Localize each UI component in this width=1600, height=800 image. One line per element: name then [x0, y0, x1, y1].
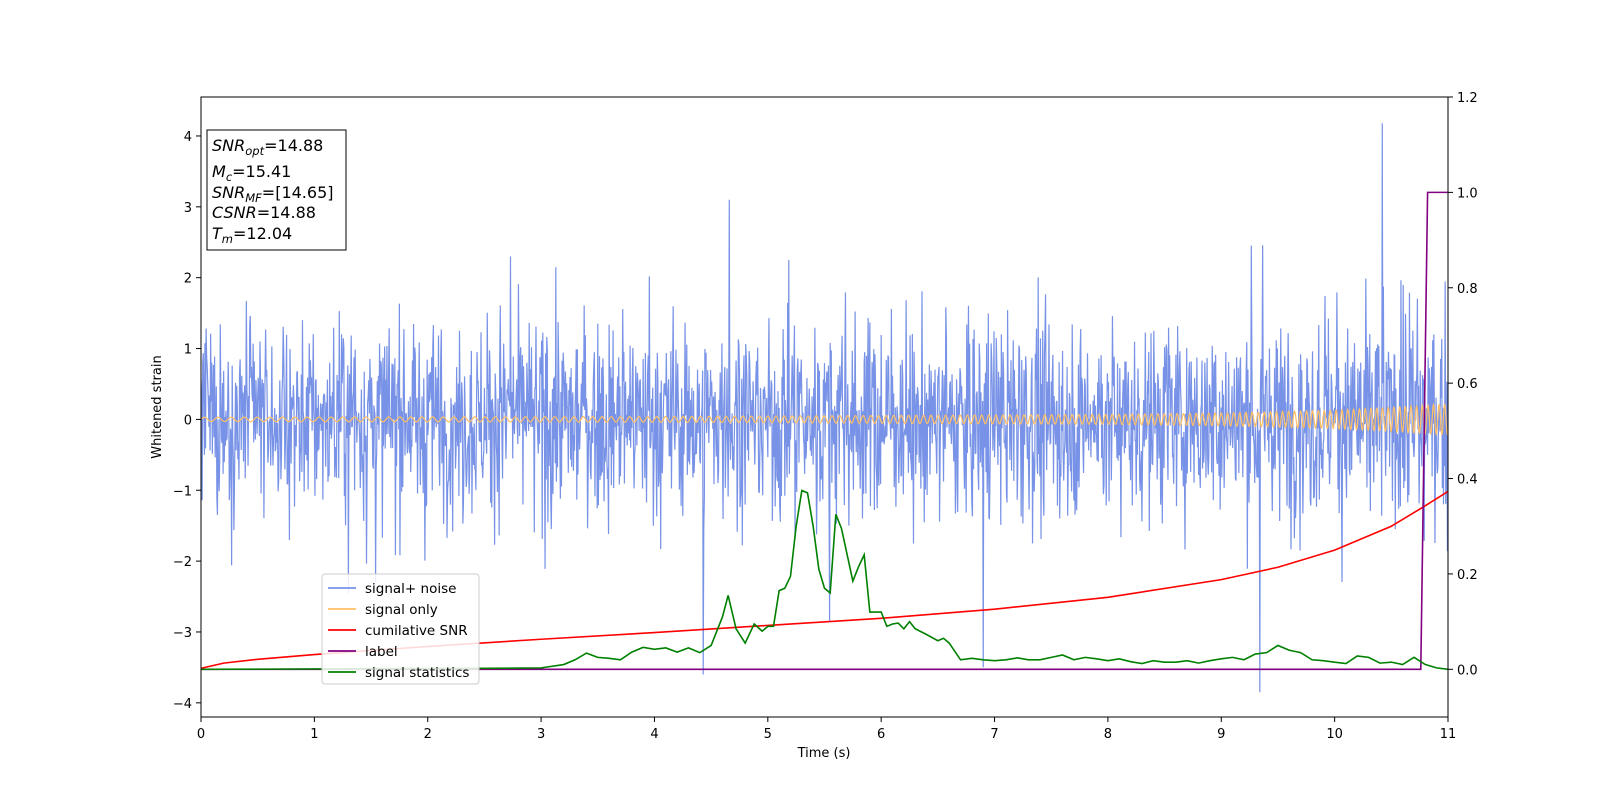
x-tick-label: 5	[764, 727, 772, 742]
annotation-line: SNRopt=14.88	[212, 136, 323, 158]
annotation-line: SNRMF=[14.65]	[212, 183, 334, 205]
y2-tick-label: 0.0	[1457, 663, 1478, 678]
x-tick-label: 9	[1217, 727, 1225, 742]
legend: signal+ noise signal only cumilative SNR la…	[321, 573, 480, 685]
y-tick-label: 2	[184, 272, 192, 287]
legend-entry-label: signal statistics	[365, 665, 469, 681]
series-signal-only-line	[201, 402, 1448, 437]
legend-entry-label: signal+ noise	[365, 581, 456, 597]
x-tick-label: 10	[1326, 727, 1343, 742]
y-tick-label: −1	[173, 484, 192, 499]
y2-tick-label: 1.2	[1457, 91, 1478, 106]
series-signal-statistics-line	[201, 489, 1448, 671]
x-tick-label: 7	[990, 727, 998, 742]
annotation-box: SNRopt=14.88 Mc=15.41SNRMF=[14.65]CSNR=14…	[206, 129, 347, 251]
x-tick-label: 3	[537, 727, 545, 742]
annotation-line: Tm=12.04	[212, 224, 292, 246]
series-signal-noise-line	[201, 123, 1448, 693]
y2-tick-label: 0.8	[1457, 282, 1478, 297]
y-tick-label: 4	[184, 130, 192, 145]
x-tick-label: 8	[1104, 727, 1112, 742]
y2-tick-label: 1.0	[1457, 186, 1478, 201]
annotation-line: Mc=15.41	[212, 162, 291, 184]
x-tick-label: 2	[424, 727, 432, 742]
x-axis-label: Time (s)	[797, 746, 851, 761]
y2-tick-label: 0.6	[1457, 377, 1478, 392]
annotation-line: CSNR=14.88	[212, 203, 316, 222]
y-tick-label: −2	[173, 555, 192, 570]
y-tick-label: −3	[173, 626, 192, 641]
series-layer	[201, 123, 1448, 693]
y-axis-label: Whitened strain	[150, 355, 165, 458]
series-label-line	[201, 191, 1448, 671]
y-axis-ticks: −4 −3 −2 −1 0 1 2 3 4	[173, 130, 201, 712]
x-axis-ticks: 0 1 2 3 4 5 6 7 8 9 10 11	[197, 717, 1456, 742]
y2-tick-label: 0.2	[1457, 568, 1478, 583]
y2-tick-label: 0.4	[1457, 473, 1478, 488]
y-tick-label: 1	[184, 343, 192, 358]
legend-entry-label: label	[365, 644, 398, 660]
x-tick-label: 11	[1440, 727, 1457, 742]
x-tick-label: 0	[197, 727, 205, 742]
x-tick-label: 1	[310, 727, 318, 742]
x-tick-label: 6	[877, 727, 885, 742]
y2-axis-ticks: 0.0 0.2 0.4 0.6 0.8 1.0 1.2	[1448, 91, 1478, 678]
y-tick-label: 3	[184, 201, 192, 216]
legend-entry-label: signal only	[365, 602, 438, 618]
y-tick-label: 0	[184, 413, 192, 428]
series-cumulative-snr-line	[201, 490, 1448, 670]
plot-frame	[200, 96, 1449, 718]
y-tick-label: −4	[173, 697, 192, 712]
legend-entry-label: cumilative SNR	[365, 623, 468, 639]
x-tick-label: 4	[650, 727, 658, 742]
